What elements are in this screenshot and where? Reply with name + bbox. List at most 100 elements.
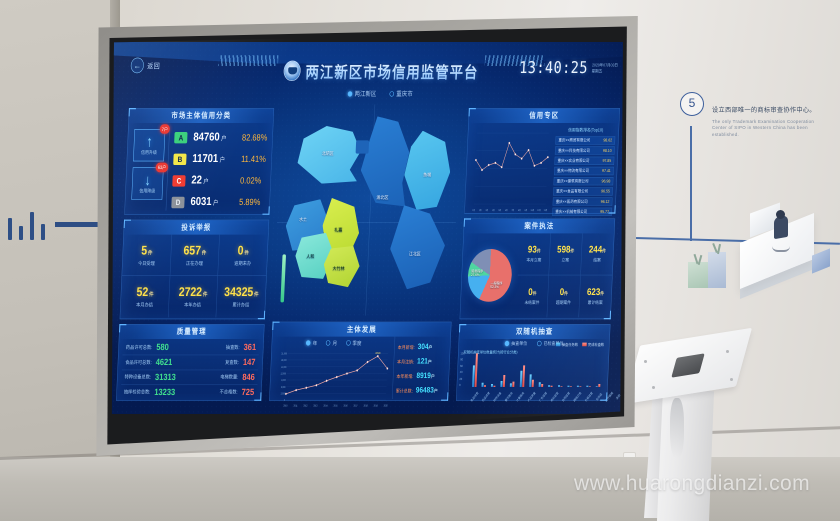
growth-tab-month[interactable]: 月 xyxy=(325,339,337,347)
item-score: 98.10 xyxy=(602,148,612,153)
wall-decoration-bars xyxy=(8,210,54,240)
scope-selector[interactable]: 两江新区 重庆市 xyxy=(310,89,450,99)
complaints-cell[interactable]: 5件 今日受理 xyxy=(122,234,172,276)
growth-tab-label: 年 xyxy=(312,340,318,347)
panel-credit-index: 信用专区 1月 2月 3月 4月 5月 6月 7月 8月 9月 10月 11月 12月 信用指数排名(… xyxy=(464,108,621,216)
svg-text:21,000: 21,000 xyxy=(281,353,287,355)
map-region-jiangbei[interactable] xyxy=(388,205,446,289)
credit-downgrade-label: 信用降级 xyxy=(139,188,156,194)
panel-title: 市场主体信用分类 xyxy=(128,108,274,123)
growth-tab-year[interactable]: 年 xyxy=(306,339,317,347)
wall-mounted-display: ← 返回 两江新区市场信用监管平台 两江新区 xyxy=(92,16,640,456)
cell-value: 0件 xyxy=(559,287,569,298)
cell-value: 34325件 xyxy=(223,285,259,299)
grade-percent: 82.68% xyxy=(241,132,268,143)
map-region-yubei[interactable] xyxy=(359,116,411,206)
map-region-label: 礼嘉 xyxy=(334,227,343,233)
index-list-item[interactable]: 重庆××机械有限公司 95.77 xyxy=(552,207,613,216)
cell-value: 657件 xyxy=(183,243,207,258)
map-region-label: 鱼嘴 xyxy=(423,172,432,178)
index-line-chart: 1月 2月 3月 4月 5月 6月 7月 8月 9月 10月 11月 12月 xyxy=(465,123,554,212)
bar-x-label: 计量器具 xyxy=(515,391,526,403)
cell-value: 0件 xyxy=(528,287,537,298)
bar-done xyxy=(550,385,553,387)
svg-text:3,000: 3,000 xyxy=(281,393,286,395)
svg-text:2018: 2018 xyxy=(364,406,369,408)
item-name: 重庆××食品有限公司 xyxy=(556,189,589,194)
grade-percent: 11.41% xyxy=(240,153,267,165)
map-region-yuzui[interactable] xyxy=(403,131,452,210)
svg-text:6,000: 6,000 xyxy=(281,387,286,389)
bar-y-label: 100 xyxy=(460,352,465,356)
cell-value: 598件 xyxy=(556,244,575,255)
map-region-lianglu[interactable] xyxy=(355,140,370,154)
flow-tab-inspected-units[interactable]: 抽查单位 xyxy=(504,340,528,347)
case-cell[interactable]: 598件 立案 xyxy=(549,233,583,276)
cell-label: 正在办理 xyxy=(185,260,204,267)
illustration-plant-green xyxy=(688,253,708,288)
growth-tab-quarter[interactable]: 季度 xyxy=(345,339,362,347)
index-list-item[interactable]: 重庆××实业有限公司 97.85 xyxy=(554,156,615,165)
back-button[interactable]: ← 返回 xyxy=(130,57,161,74)
grade-count: 6031户 xyxy=(190,195,219,209)
complaints-cell[interactable]: 2722件 本年办结 xyxy=(168,276,219,318)
arrow-left-icon: ← xyxy=(130,57,145,74)
credit-downgrade-card[interactable]: 63户 ↓ 信用降级 xyxy=(131,162,169,200)
district-map[interactable]: 北碚区 渝北区 鱼嘴 江北区 水土 礼嘉 人和 xyxy=(273,104,461,316)
complaints-cell[interactable]: 657件 正在办理 xyxy=(170,234,220,276)
isometric-office-illustration xyxy=(688,200,840,310)
growth-stat-label: 累计总数: xyxy=(395,387,413,394)
svg-text:2019: 2019 xyxy=(374,406,379,408)
complaints-cell[interactable]: 34325件 累计办结 xyxy=(216,276,266,317)
bar-x-label: 产品质量 xyxy=(527,391,537,403)
display-screen: ← 返回 两江新区市场信用监管平台 两江新区 xyxy=(111,31,640,440)
index-list-item[interactable]: 重庆××食品有限公司 96.55 xyxy=(553,187,614,196)
svg-text:1月: 1月 xyxy=(472,208,475,212)
credit-grade-row[interactable]: D 6031户 5.89% xyxy=(171,196,264,209)
quality-value: 725 xyxy=(241,386,255,397)
credit-grade-row[interactable]: A 84760户 82.68% xyxy=(174,131,268,144)
growth-stat-value: 8919户 xyxy=(416,370,435,380)
index-list-item[interactable]: 重庆××建筑有限公司 96.98 xyxy=(553,177,614,186)
scope-option-chongqing[interactable]: 重庆市 xyxy=(389,89,413,99)
item-score: 96.98 xyxy=(601,179,611,184)
scope-option-liangjiang[interactable]: 两江新区 xyxy=(347,89,377,99)
dashboard-header: ← 返回 两江新区市场信用监管平台 两江新区 xyxy=(111,42,640,104)
item-score: 96.12 xyxy=(600,199,610,204)
growth-stat-row: 本月新增: 304户 xyxy=(398,342,448,351)
radio-off-icon xyxy=(325,340,331,346)
case-cell[interactable]: 623件 累计结案 xyxy=(579,275,612,317)
case-cell[interactable]: 0件 超期案件 xyxy=(547,275,581,318)
svg-text:12月: 12月 xyxy=(544,208,548,212)
index-list-item[interactable]: 重庆××商贸有限公司 98.62 xyxy=(555,136,616,145)
credit-grade-row[interactable]: B 11701户 11.41% xyxy=(173,152,266,165)
case-pie-chart[interactable]: 简易程序 27.6% 一般程序 52.3% xyxy=(460,233,519,317)
bar-x-label: 药品经营 xyxy=(481,391,491,403)
index-list-item[interactable]: 重庆××物流有限公司 97.41 xyxy=(553,166,614,176)
quality-value: 846 xyxy=(242,371,255,383)
quality-row: 抽查数: 361 xyxy=(198,340,260,356)
credit-grade-list: A 84760户 82.68% B 11701户 xyxy=(171,127,271,213)
map-legend-gradient xyxy=(280,254,287,303)
quality-label: 电梯数量: xyxy=(220,374,239,381)
bar-x-label: 广告监管 xyxy=(538,391,548,403)
cell-label: 逾期未办 xyxy=(234,260,252,267)
map-region-label: 大竹林 xyxy=(332,265,345,272)
credit-grade-row[interactable]: C 22户 0.02% xyxy=(172,174,265,187)
flow-y-axis: 100 80 60 40 20 0 xyxy=(459,352,470,387)
growth-period-tabs[interactable]: 年 月 季度 xyxy=(276,339,392,347)
bar-x-label: 餐饮服务 xyxy=(504,391,514,403)
credit-upgrade-card[interactable]: 7户 ↑ 信用升级 xyxy=(133,124,171,162)
index-list-item[interactable]: 重庆××科技有限公司 98.10 xyxy=(554,146,615,155)
cell-label: 立案 xyxy=(561,257,570,263)
flow-tab-label: 抽查单位 xyxy=(511,340,528,347)
case-cell[interactable]: 244件 结案 xyxy=(580,233,614,276)
case-cell[interactable]: 0件 未结案件 xyxy=(515,275,550,318)
case-cell[interactable]: 93件 本月立案 xyxy=(517,233,552,276)
cell-label: 结案 xyxy=(593,257,601,263)
index-ranking-list[interactable]: 信用指数排名(Top10) 重庆××商贸有限公司 98.62 重庆××科技有限公司… xyxy=(550,123,619,216)
complaints-cell[interactable]: 52件 本月办结 xyxy=(120,276,171,318)
index-list-item[interactable]: 重庆××医药有限公司 96.12 xyxy=(552,197,613,206)
complaints-cell[interactable]: 0件 逾期未办 xyxy=(218,234,269,276)
arrow-down-icon: ↓ xyxy=(144,171,152,189)
